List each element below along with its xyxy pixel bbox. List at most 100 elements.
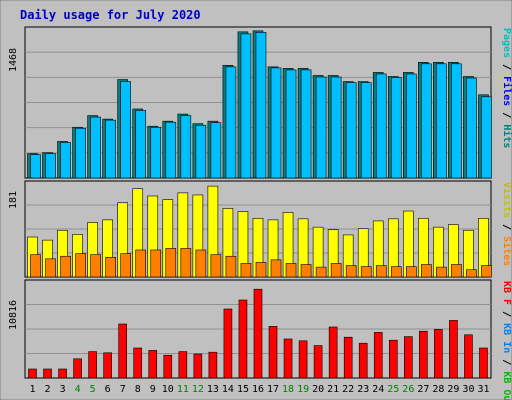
bar-kb-f-day-12 bbox=[193, 353, 203, 379]
bar-files-day-9 bbox=[150, 126, 162, 179]
legend-entry-pages: Pages bbox=[501, 28, 512, 58]
x-tick-label-day-15: 15 bbox=[237, 384, 249, 395]
x-tick-label-day-18: 18 bbox=[282, 384, 294, 395]
legend-entry-sites: Sites bbox=[501, 236, 512, 266]
bar-files-day-18 bbox=[285, 69, 297, 179]
x-tick-label-day-8: 8 bbox=[135, 384, 141, 395]
bar-kb-f-day-22 bbox=[343, 336, 353, 379]
x-tick-label-day-31: 31 bbox=[477, 384, 489, 395]
legend-separator: / bbox=[501, 58, 512, 76]
x-tick-label-day-25: 25 bbox=[387, 384, 399, 395]
y-tick-label-top: 1468 bbox=[8, 48, 19, 72]
bar-kb-f-day-30 bbox=[464, 334, 473, 379]
bar-sites-day-6 bbox=[105, 256, 116, 278]
x-tick-label-day-9: 9 bbox=[150, 384, 156, 395]
bar-files-day-19 bbox=[300, 69, 312, 179]
bar-sites-day-27 bbox=[421, 264, 432, 278]
bar-sites-day-8 bbox=[135, 249, 147, 278]
bar-files-day-8 bbox=[135, 110, 147, 179]
bar-files-day-13 bbox=[210, 122, 222, 179]
legend-middle: Visits / Sites bbox=[501, 182, 512, 266]
x-tick-label-day-21: 21 bbox=[327, 384, 339, 395]
bar-kb-f-day-29 bbox=[449, 320, 458, 379]
bar-sites-day-10 bbox=[165, 248, 177, 278]
bar-sites-day-18 bbox=[285, 263, 297, 278]
bar-files-day-24 bbox=[375, 73, 387, 179]
bar-files-day-4 bbox=[75, 127, 86, 179]
x-tick-label-day-3: 3 bbox=[60, 384, 66, 395]
x-tick-label-day-19: 19 bbox=[297, 384, 309, 395]
bar-sites-day-2 bbox=[45, 258, 56, 278]
bar-kb-f-day-28 bbox=[434, 329, 443, 379]
legend-separator: / bbox=[501, 305, 512, 323]
bar-files-day-5 bbox=[90, 116, 101, 179]
bar-sites-day-15 bbox=[240, 263, 252, 278]
bar-kb-f-day-7 bbox=[118, 323, 127, 379]
x-tick-label-day-12: 12 bbox=[192, 384, 204, 395]
bar-files-day-15 bbox=[240, 33, 252, 179]
bar-files-day-3 bbox=[60, 142, 71, 179]
x-tick-label-day-14: 14 bbox=[222, 384, 234, 395]
panel-top: 1468 Pages / Files / Hits bbox=[8, 26, 512, 179]
bar-kb-f-day-31 bbox=[479, 347, 488, 379]
x-tick-label-day-7: 7 bbox=[120, 384, 126, 395]
x-tick-label-day-4: 4 bbox=[75, 384, 81, 395]
bar-kb-f-day-26 bbox=[404, 336, 413, 379]
bar-kb-f-day-20 bbox=[313, 345, 323, 379]
x-tick-label-day-10: 10 bbox=[162, 384, 174, 395]
x-tick-label-day-22: 22 bbox=[342, 384, 354, 395]
legend-separator: / bbox=[501, 218, 512, 236]
x-tick-label-day-11: 11 bbox=[177, 384, 189, 395]
bar-kb-f-day-14 bbox=[223, 308, 233, 379]
bar-sites-day-23 bbox=[360, 266, 372, 278]
bar-kb-f-day-27 bbox=[419, 330, 428, 379]
bar-sites-day-16 bbox=[255, 262, 267, 278]
bar-sites-day-4 bbox=[75, 253, 86, 278]
bar-kb-f-day-5 bbox=[88, 351, 97, 379]
legend-separator: / bbox=[501, 353, 512, 371]
bar-files-day-6 bbox=[105, 119, 116, 179]
x-tick-label-day-16: 16 bbox=[252, 384, 264, 395]
bar-sites-day-19 bbox=[300, 264, 312, 278]
legend-entry-kb-f: KB F bbox=[501, 281, 512, 305]
y-tick-label-bottom: 10816 bbox=[8, 300, 19, 330]
bar-sites-day-11 bbox=[180, 248, 192, 278]
bar-files-day-7 bbox=[120, 81, 131, 179]
bar-kb-f-day-18 bbox=[283, 338, 293, 379]
bar-sites-day-20 bbox=[315, 266, 327, 278]
bar-kb-f-day-2 bbox=[43, 368, 52, 379]
legend-entry-kb-out: KB Out bbox=[501, 371, 512, 400]
bar-files-day-14 bbox=[225, 66, 237, 179]
y-tick-label-middle: 181 bbox=[8, 191, 19, 209]
bar-sites-day-30 bbox=[466, 269, 477, 278]
bar-kb-f-day-8 bbox=[133, 347, 143, 379]
panel-middle: 181 Visits / Sites bbox=[8, 180, 512, 278]
bar-sites-day-9 bbox=[150, 249, 162, 278]
bar-kb-f-day-6 bbox=[103, 352, 112, 379]
bar-sites-day-21 bbox=[330, 263, 342, 278]
x-tick-label-day-5: 5 bbox=[90, 384, 96, 395]
bar-files-day-22 bbox=[345, 82, 357, 179]
bar-sites-day-29 bbox=[451, 264, 462, 278]
bar-files-day-11 bbox=[180, 115, 192, 179]
bar-files-day-26 bbox=[406, 73, 417, 179]
bar-sites-day-14 bbox=[225, 255, 237, 278]
bar-kb-f-day-11 bbox=[178, 351, 188, 379]
x-tick-label-day-24: 24 bbox=[372, 384, 384, 395]
x-tick-label-day-2: 2 bbox=[45, 384, 51, 395]
legend-top: Pages / Files / Hits bbox=[501, 28, 512, 148]
bar-files-day-10 bbox=[165, 121, 177, 179]
bar-kb-f-day-10 bbox=[163, 354, 173, 379]
x-tick-label-day-13: 13 bbox=[207, 384, 219, 395]
bar-files-day-25 bbox=[390, 77, 402, 179]
x-tick-label-day-26: 26 bbox=[402, 384, 414, 395]
bar-kb-f-day-16 bbox=[253, 288, 263, 379]
bar-sites-day-1 bbox=[30, 254, 41, 278]
bar-kb-f-day-25 bbox=[388, 339, 398, 379]
bar-kb-f-day-17 bbox=[268, 326, 278, 379]
bar-sites-day-24 bbox=[375, 265, 387, 278]
bar-sites-day-25 bbox=[390, 266, 402, 278]
bar-files-day-2 bbox=[45, 153, 56, 179]
